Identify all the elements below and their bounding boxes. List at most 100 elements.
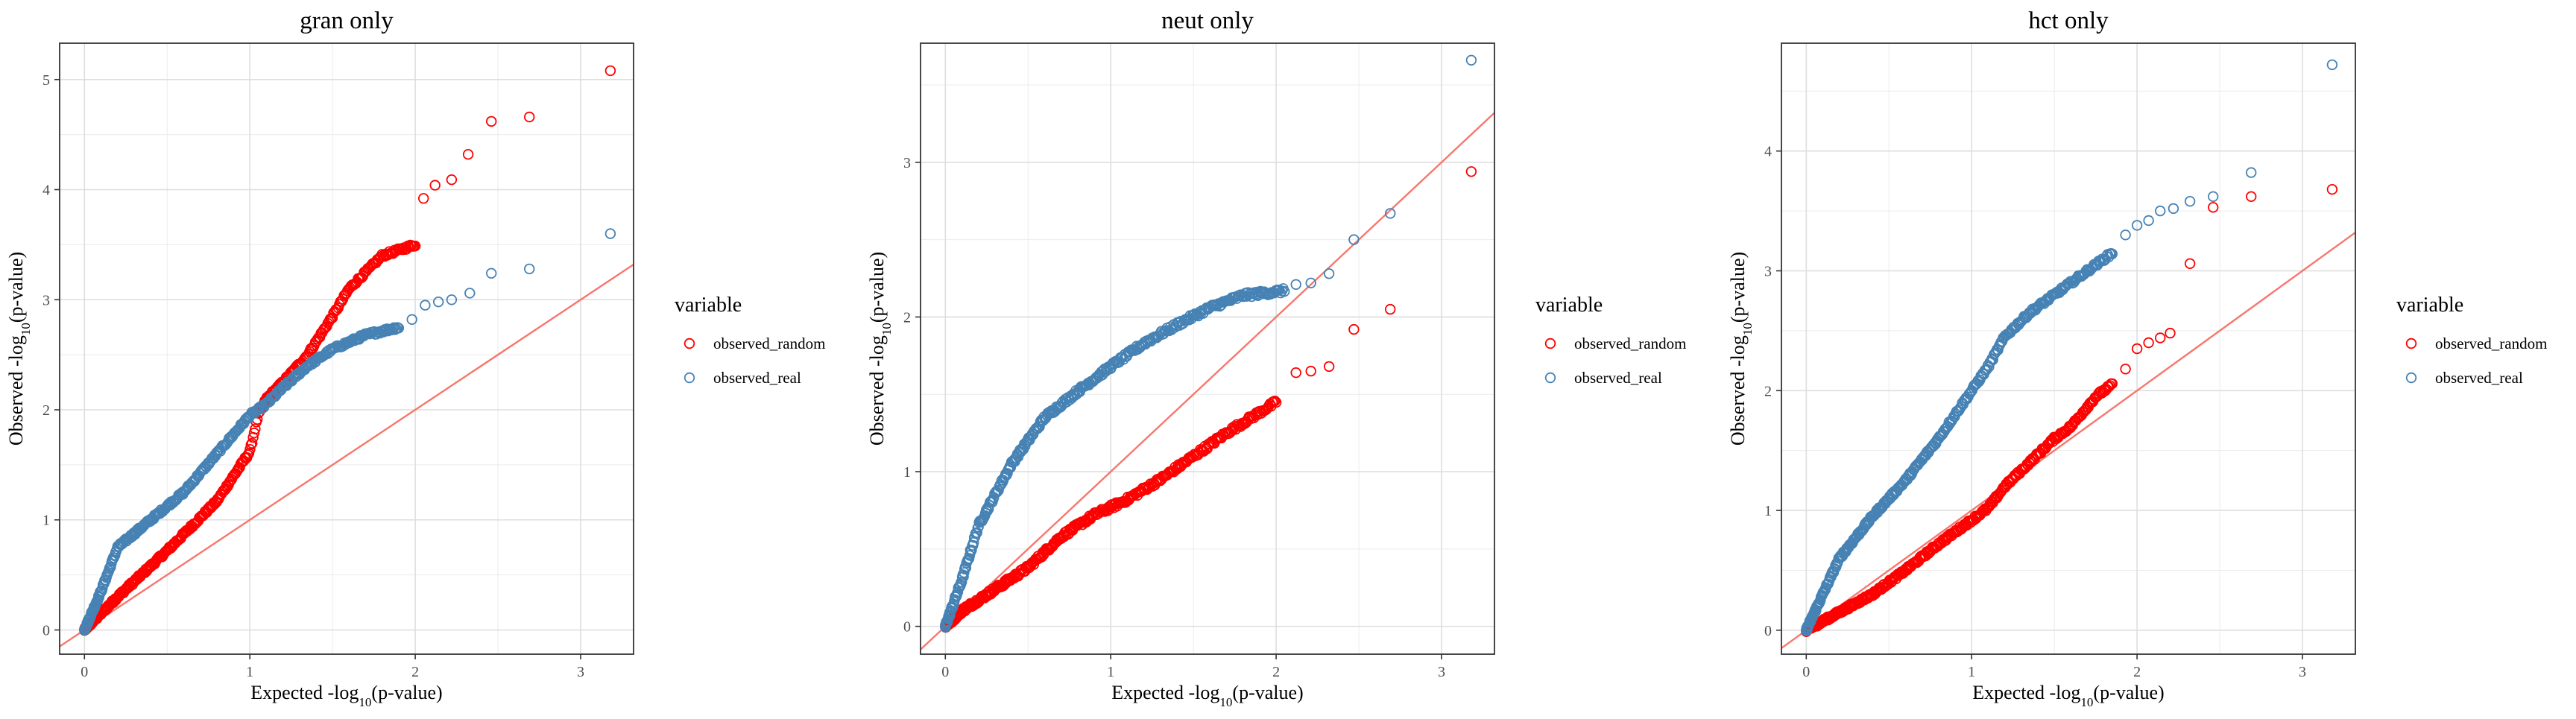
legend-label: observed_real <box>1574 369 1662 387</box>
panel-1: 0 1 2 3 0 1 2 3 neut only Expected -log10(p-value… <box>866 7 1686 709</box>
data-point <box>446 294 458 305</box>
series-observed_real <box>940 54 1477 633</box>
data-point <box>403 241 415 253</box>
data-point <box>2143 337 2154 349</box>
data-point <box>2106 378 2118 390</box>
data-point <box>2326 183 2338 195</box>
y-tick-label: 3 <box>903 155 911 171</box>
data-point <box>604 228 616 239</box>
y-tick-label: 2 <box>1764 383 1772 399</box>
y-tick-label: 1 <box>1764 503 1772 519</box>
data-point <box>244 444 256 455</box>
data-point <box>1323 268 1335 279</box>
legend-title: variable <box>2396 294 2463 317</box>
data-point <box>2207 191 2219 203</box>
legend-key <box>1544 372 1556 384</box>
data-point <box>386 324 397 336</box>
data-point <box>2046 434 2057 446</box>
series-observed_real <box>79 228 616 636</box>
panel-border <box>59 42 634 655</box>
data-point <box>1384 303 1396 315</box>
data-point <box>2120 229 2131 241</box>
y-tick-label: 3 <box>1764 263 1772 279</box>
data-point <box>464 288 476 299</box>
x-tick-label: 1 <box>1107 664 1114 680</box>
legend-key <box>1544 338 1556 349</box>
legend-title: variable <box>675 294 742 317</box>
x-tick-label: 2 <box>1272 664 1280 680</box>
legend: variable observed_random observed_real <box>675 294 825 387</box>
x-tick-label: 0 <box>941 664 949 680</box>
minor-grid <box>60 43 634 654</box>
data-point <box>2184 196 2196 207</box>
y-tick-label: 2 <box>903 309 911 326</box>
data-point <box>486 115 497 127</box>
data-point <box>2326 59 2338 71</box>
data-point <box>2062 279 2074 290</box>
y-axis-label: Observed -log10(p-value) <box>1727 252 1755 446</box>
legend: variable observed_random observed_real <box>2396 294 2547 387</box>
data-point <box>2245 167 2257 178</box>
major-grid <box>60 43 634 654</box>
x-tick-label: 1 <box>1968 664 1975 680</box>
data-point <box>604 65 616 77</box>
y-tick-label: 0 <box>1764 623 1772 639</box>
data-point <box>462 148 474 160</box>
x-tick-label: 2 <box>2133 664 2141 680</box>
y-tick-label: 1 <box>903 464 911 481</box>
data-point <box>1465 54 1477 66</box>
data-point <box>2103 381 2115 393</box>
data-point <box>2131 220 2143 231</box>
legend-label: observed_random <box>1574 335 1686 352</box>
data-point <box>2207 202 2219 213</box>
diagonal-line <box>60 263 634 647</box>
data-point <box>1036 551 1047 563</box>
legend-key <box>684 372 695 384</box>
y-tick-label: 0 <box>903 619 911 636</box>
data-point <box>2131 343 2143 355</box>
major-grid <box>921 43 1494 654</box>
data-point <box>248 427 260 439</box>
data-point <box>1305 365 1316 377</box>
data-point <box>2184 258 2196 270</box>
data-point <box>1348 234 1360 245</box>
data-point <box>242 449 253 460</box>
data-point <box>2168 203 2179 215</box>
chart-title: hct only <box>2028 7 2109 34</box>
y-tick-label: 4 <box>1764 144 1772 160</box>
data-point <box>524 111 535 123</box>
x-tick-label: 3 <box>1438 664 1445 680</box>
chart-title: gran only <box>300 7 394 34</box>
y-tick-label: 3 <box>42 292 50 308</box>
x-axis-label: Expected -log10(p-value) <box>1972 682 2164 709</box>
data-point <box>433 297 444 308</box>
y-axis-label: Observed -log10(p-value) <box>5 252 33 446</box>
data-point <box>245 439 257 451</box>
data-point <box>1290 279 1301 291</box>
legend-key <box>2405 338 2417 349</box>
major-grid <box>1781 43 2355 654</box>
x-tick-label: 0 <box>80 664 88 680</box>
data-point <box>2104 380 2115 391</box>
data-point <box>247 437 258 449</box>
data-point <box>981 506 993 517</box>
legend: variable observed_random observed_real <box>1535 294 1686 387</box>
legend-label: observed_real <box>713 369 801 387</box>
panel-border <box>920 42 1495 655</box>
panel-border <box>1781 42 2356 655</box>
data-point <box>1980 365 1992 376</box>
y-tick-label: 0 <box>42 622 50 639</box>
data-point <box>486 267 497 279</box>
x-tick-label: 0 <box>1802 664 1810 680</box>
panel-0: 0 1 2 3 0 1 2 3 4 5 gran only Expected -log10(p-val… <box>5 7 825 709</box>
x-tick-label: 3 <box>577 664 584 680</box>
data-point <box>1465 166 1477 177</box>
x-tick-label: 3 <box>2299 664 2306 680</box>
y-tick-label: 4 <box>42 183 50 199</box>
data-point <box>1270 396 1282 408</box>
data-point <box>2165 327 2176 339</box>
data-point <box>1323 361 1335 373</box>
data-point <box>1305 277 1316 289</box>
